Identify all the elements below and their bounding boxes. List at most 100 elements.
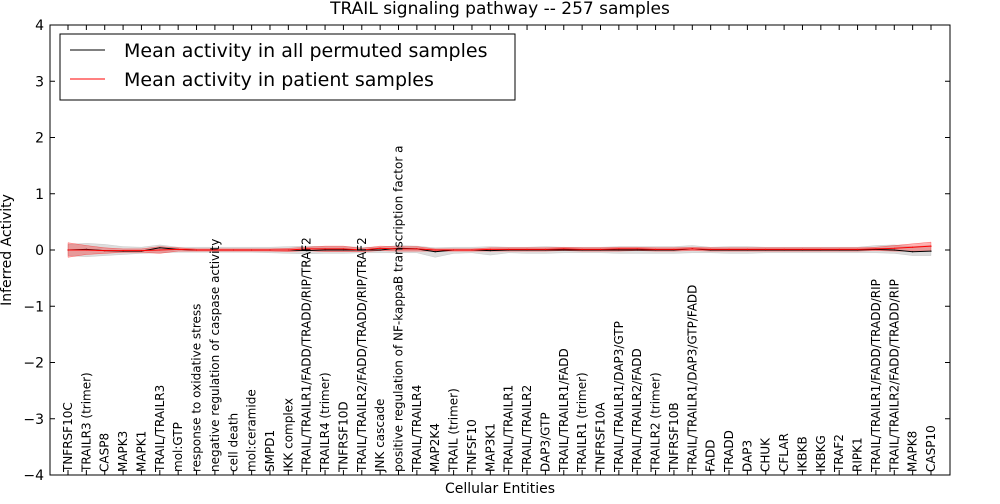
plot-area-frame [49, 24, 951, 476]
series-2-point [306, 248, 308, 250]
series-2-point [691, 248, 693, 250]
category-label: positive regulation of NF-kappaB transcr… [392, 146, 406, 472]
category-label: SMPD1 [263, 430, 277, 472]
series-2-point [710, 248, 712, 250]
category-label: CFLAR [777, 433, 791, 472]
series-2-point [746, 248, 749, 250]
category-label: MAP3K1 [483, 423, 497, 472]
series-2-point [783, 248, 785, 250]
series-2-point [618, 248, 620, 250]
y-tick-label: −4 [23, 468, 44, 484]
y-tick-label: −2 [23, 356, 44, 372]
series-2-point [728, 248, 730, 250]
series-2-point [655, 248, 657, 250]
category-label: TRAIL/TRAILR1/DAP3/GTP/FADD [685, 285, 699, 473]
series-2-point [104, 250, 106, 252]
category-label: TRAILR4 (trimer) [318, 372, 332, 473]
series-1-point [636, 249, 638, 251]
series-1-point [489, 250, 491, 252]
y-tick-label: −3 [23, 412, 44, 428]
category-label: mol:GTP [171, 422, 185, 472]
category-label: TRAIL/TRAILR1/FADD/TRADD/RIP/TRAF2 [300, 237, 314, 473]
category-label: MAPK8 [906, 431, 920, 472]
series-2-point [85, 249, 87, 251]
category-label: TNFSF10 [465, 419, 479, 473]
y-tick-label: 2 [35, 131, 44, 147]
category-label: MAP2K4 [428, 423, 442, 472]
series-2-point [857, 248, 859, 250]
category-label: DAP3/GTP [538, 412, 552, 472]
category-label: TNFRSF10A [594, 402, 608, 473]
category-label: TRAILR3 (trimer) [79, 372, 93, 473]
series-2-point [324, 248, 326, 250]
category-label: TRAIL/TRAILR3 [153, 385, 167, 473]
series-2-point [434, 249, 436, 251]
series-2-point [563, 248, 565, 250]
series-2-point [269, 249, 271, 251]
y-tick-label: 1 [35, 187, 44, 203]
series-2-point [765, 248, 767, 250]
category-labels: TNFRSF10C TRAILR3 (trimer) CASP8 MAPK3 MAPK1… [61, 146, 938, 473]
category-label: TRAIL/TRAILR4 [410, 385, 424, 473]
category-label: IKBKB [796, 436, 810, 472]
series-2-point [820, 248, 822, 250]
category-label: TRAIL/TRAILR1/FADD/TRADD/RIP [869, 279, 883, 473]
series-1-point [324, 249, 326, 251]
series-2-point [232, 249, 234, 251]
series-2-point [122, 250, 124, 252]
series-2-point [544, 248, 547, 250]
series-1-point [379, 249, 381, 251]
series-2-point [581, 248, 583, 250]
series-2-point [379, 247, 381, 249]
y-axis-label: Inferred Activity [0, 194, 15, 306]
category-label: IKK complex [281, 398, 295, 472]
category-label: TRAF2 [832, 434, 846, 473]
category-label: DAP3 [740, 440, 754, 472]
legend-label-2: Mean activity in patient samples [124, 69, 434, 91]
series-2-point [801, 248, 804, 250]
series-2-point [912, 246, 914, 248]
category-label: FADD [704, 440, 718, 473]
series-2-line [68, 245, 932, 252]
category-label: CASP10 [924, 425, 938, 472]
series-2-point [287, 249, 289, 251]
category-label: MAPK1 [134, 431, 148, 472]
series-2-point [526, 248, 528, 250]
series-2-point [251, 249, 253, 251]
series-1-point [159, 247, 161, 249]
series-2-point [159, 249, 161, 251]
series-lines [67, 245, 932, 253]
category-label: TRAILR2 (trimer) [649, 372, 663, 473]
category-label: TNFRSF10B [667, 402, 681, 473]
series-2-point [140, 250, 142, 252]
category-label: RIPK1 [851, 437, 865, 472]
series-2-point [177, 248, 179, 250]
series-1-point [306, 250, 308, 252]
y-tick-label: 4 [35, 18, 44, 34]
category-label: TRAIL (trimer) [447, 388, 461, 473]
category-label: CASP8 [98, 433, 112, 472]
category-label: negative regulation of caspase activity [208, 239, 222, 472]
legend-box [59, 33, 516, 101]
series-2-point [930, 245, 932, 247]
category-label: TRAIL/TRAILR2 [520, 385, 534, 473]
series-2-point [416, 248, 418, 250]
series-2-point [471, 249, 473, 251]
series-2-point [361, 249, 363, 251]
category-label: mol:ceramide [245, 389, 259, 472]
category-label: TRAIL/TRAILR2/FADD [630, 348, 644, 473]
legend-label-1: Mean activity in all permuted samples [124, 40, 487, 62]
category-label: MAPK3 [116, 431, 130, 472]
series-2-point [508, 248, 510, 250]
series-2-point [195, 249, 198, 251]
series-1-point [930, 250, 932, 252]
category-label: cell death [226, 413, 240, 472]
category-label: IKBKG [814, 435, 828, 472]
series-1-point [912, 251, 914, 253]
series-2-point [636, 248, 638, 250]
axis-ticks: −4 −3 −2 −1 0 1 2 3 4 [23, 18, 950, 484]
x-axis-label: Cellular Entities [445, 481, 555, 497]
legend: Mean activity in all permuted samples Mea… [59, 33, 516, 101]
